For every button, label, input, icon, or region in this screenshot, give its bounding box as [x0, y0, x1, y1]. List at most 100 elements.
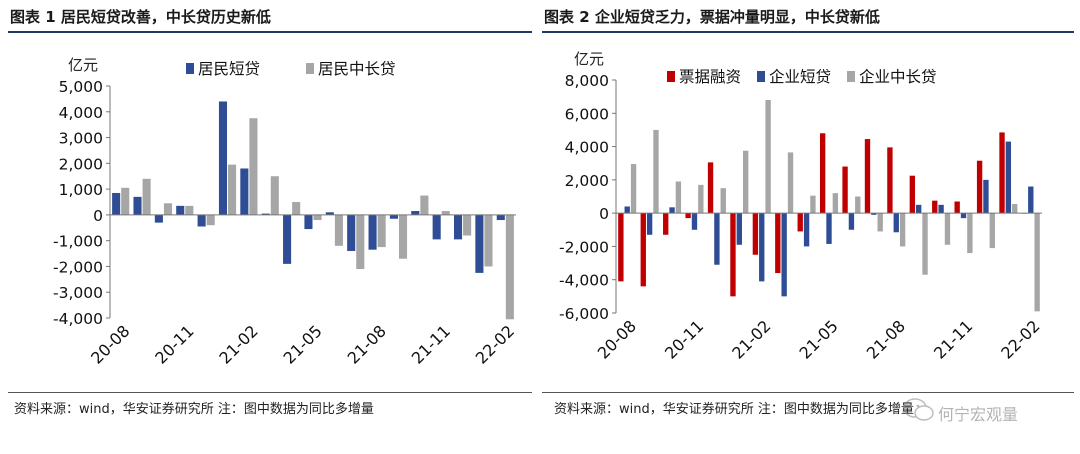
bar: [334, 214, 343, 246]
bar: [356, 214, 365, 270]
bar: [112, 192, 121, 215]
bar: [848, 213, 855, 230]
bar: [325, 212, 334, 215]
bar: [893, 213, 899, 233]
bar: [797, 213, 803, 232]
bar: [742, 150, 749, 214]
bar: [368, 214, 377, 250]
bar: [292, 202, 301, 215]
bar: [228, 164, 237, 215]
y-tick-label: -4,000: [559, 272, 609, 290]
bar: [453, 214, 463, 240]
bar: [640, 213, 646, 287]
y-tick-label: 4,000: [59, 104, 103, 122]
left-source-rule: [8, 392, 532, 393]
bar: [832, 193, 839, 214]
bar: [420, 195, 429, 215]
bar: [855, 196, 861, 214]
right-bar-chart: 亿元 -6,000 -4,000 -2,000 0 2,000 4,000 6,000 8,00…: [559, 50, 1044, 363]
bar: [1034, 213, 1040, 312]
bar: [944, 213, 951, 245]
bar: [899, 213, 906, 247]
bar: [714, 213, 720, 265]
x-tick-label: 21-02: [215, 321, 261, 367]
watermark: 何宁宏观量: [902, 396, 1072, 426]
legend-label: 居民短贷: [198, 60, 260, 78]
bar: [922, 213, 928, 275]
bar: [803, 213, 810, 247]
bar: [730, 213, 736, 297]
bar: [842, 166, 848, 214]
bar: [781, 213, 787, 297]
legend-label: 票据融资: [679, 68, 741, 86]
bar: [765, 99, 771, 214]
bar: [463, 214, 472, 236]
legend-swatch: [186, 63, 194, 74]
y-tick-label: 2,000: [59, 155, 103, 173]
bar: [685, 213, 691, 219]
legend-swatch: [757, 71, 765, 82]
y-unit-label: 亿元: [574, 50, 604, 68]
bar: [218, 101, 228, 215]
x-tick-label: 22-02: [997, 316, 1043, 362]
y-tick-label: -2,000: [559, 238, 609, 256]
bar: [432, 214, 441, 240]
bar: [441, 211, 450, 215]
bar: [1028, 186, 1034, 214]
y-tick-label: 0: [93, 207, 103, 225]
bar: [347, 214, 356, 251]
bar: [999, 132, 1005, 214]
bar: [691, 213, 698, 230]
bar: [484, 214, 493, 267]
y-tick-label: 4,000: [565, 139, 609, 157]
bar: [720, 188, 726, 214]
bar: [864, 139, 871, 214]
bar: [398, 214, 408, 259]
bar: [653, 129, 659, 214]
bar: [475, 214, 484, 273]
bar: [197, 214, 206, 227]
bar: [871, 213, 877, 215]
bar: [270, 176, 279, 215]
bar: [752, 213, 759, 255]
left-title-rule: [8, 31, 532, 33]
bar: [618, 213, 624, 282]
bar: [176, 205, 185, 215]
bar: [313, 214, 322, 221]
bar: [932, 200, 938, 214]
bar: [663, 213, 669, 235]
legend-swatch: [306, 63, 314, 74]
bar: [261, 213, 270, 215]
y-tick-label: 2,000: [565, 172, 609, 190]
bar: [185, 205, 194, 215]
x-tick-label: 20-08: [87, 321, 133, 367]
x-tick-label: 21-11: [408, 321, 454, 367]
x-tick-label: 21-02: [728, 316, 774, 362]
bar: [707, 162, 714, 214]
y-tick-label: -1,000: [53, 233, 103, 251]
bar: [819, 133, 826, 214]
bar: [736, 213, 742, 245]
bar: [810, 195, 816, 214]
x-tick-label: 20-11: [661, 316, 707, 362]
bar: [283, 214, 292, 264]
legend-label: 居民中长贷: [318, 60, 396, 78]
bar: [133, 196, 142, 215]
bar: [1012, 203, 1018, 214]
bar: [240, 168, 249, 215]
y-tick-label: -4,000: [53, 310, 103, 328]
wechat-icon: [903, 398, 934, 421]
bar: [304, 214, 313, 230]
legend-label: 企业短贷: [769, 68, 831, 86]
right-source-rule: [542, 392, 1074, 393]
bar: [411, 211, 420, 215]
bar: [916, 204, 922, 214]
bar: [983, 179, 989, 214]
bar: [759, 213, 765, 282]
bar: [154, 214, 163, 223]
bar: [496, 214, 505, 221]
bar: [142, 178, 151, 215]
legend-label: 企业中长贷: [859, 68, 937, 86]
bar: [877, 213, 883, 232]
bar: [989, 213, 995, 249]
